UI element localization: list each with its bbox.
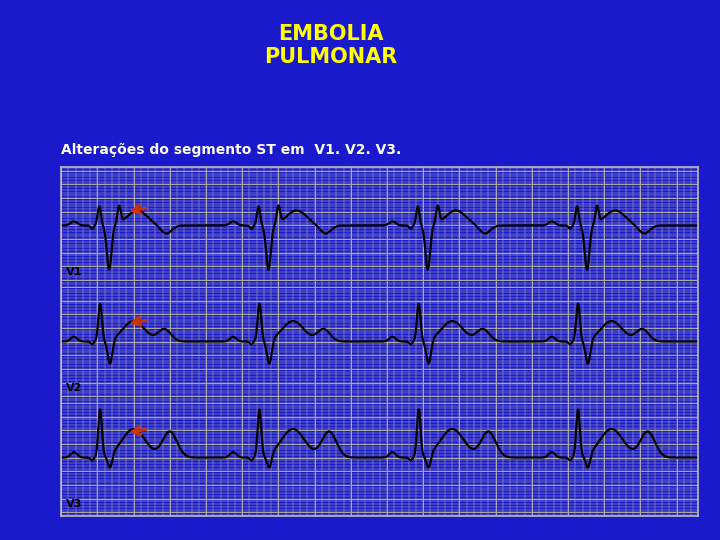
Text: V2: V2 <box>66 383 83 393</box>
Text: V3: V3 <box>66 499 83 509</box>
Text: V1: V1 <box>66 267 83 276</box>
Text: Alterações do segmento ST em  V1. V2. V3.: Alterações do segmento ST em V1. V2. V3. <box>61 143 402 157</box>
Text: EMBOLIA
PULMONAR: EMBOLIA PULMONAR <box>264 24 398 67</box>
